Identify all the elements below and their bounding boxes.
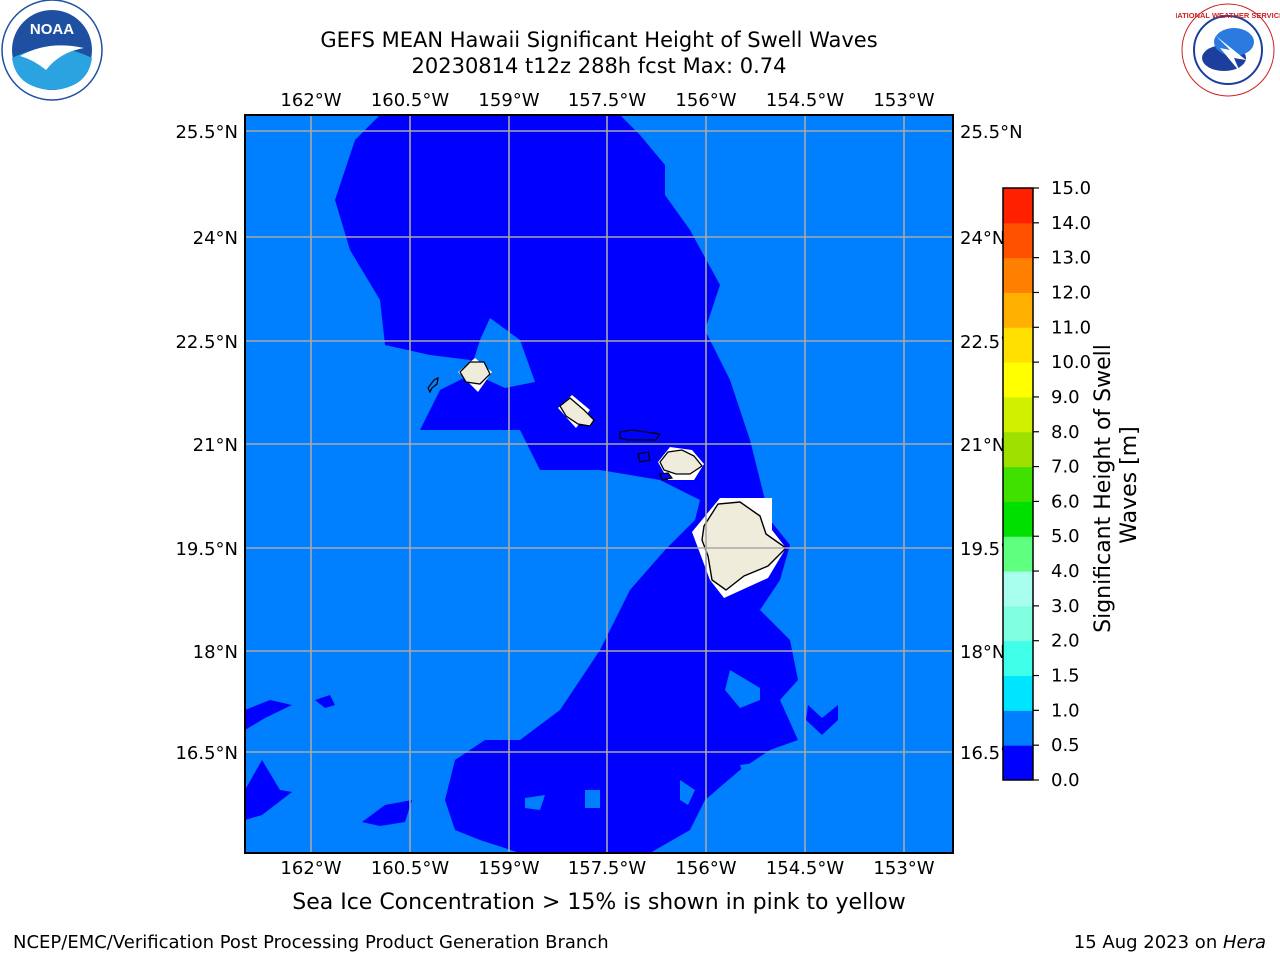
lon-label-top: 153°W: [873, 90, 934, 111]
svg-text:NATIONAL WEATHER SERVICE: NATIONAL WEATHER SERVICE: [1176, 11, 1280, 20]
colorbar-swatch: [1003, 396, 1033, 433]
colorbar-swatch: [1003, 745, 1033, 781]
colorbar: 0.0 0.5 1.0 1.5 2.0 3.0 4.0 5.0 6.0 7.0 8.0 9.0 10.0…: [1002, 178, 1091, 791]
colorbar-tick-label: 14.0: [1051, 213, 1091, 234]
footer-host: Hera: [1222, 932, 1266, 953]
colorbar-tick-label: 4.0: [1051, 561, 1080, 582]
lat-label-right: 25.5°N: [960, 122, 1023, 143]
colorbar-tick-label: 11.0: [1051, 317, 1091, 338]
colorbar-tick-label: 2.0: [1051, 631, 1080, 652]
lon-label-top: 159°W: [478, 90, 539, 111]
colorbar-swatch: [1003, 710, 1033, 746]
ocean-low-patch: [806, 705, 838, 735]
colorbar-swatch: [1003, 536, 1033, 572]
lat-label-left: 18°N: [193, 642, 238, 663]
lat-label-left: 22.5°N: [175, 332, 238, 353]
ocean-mid-patch: [680, 780, 695, 805]
ocean-low-patch: [245, 760, 292, 820]
colorbar-tick-label: 7.0: [1051, 457, 1080, 478]
svg-text:NOAA: NOAA: [30, 21, 74, 38]
colorbar-swatch: [1003, 222, 1033, 259]
colorbar-tick-label: 15.0: [1051, 178, 1091, 199]
colorbar-tick-label: 1.5: [1051, 666, 1080, 687]
ocean-low-patch: [245, 700, 292, 730]
ocean-low-patch: [315, 695, 335, 708]
colorbar-tick-label: 9.0: [1051, 387, 1080, 408]
colorbar-label: Significant Height of Swell Waves [m]: [1091, 337, 1142, 633]
colorbar-tick-label: 0.0: [1051, 770, 1080, 791]
colorbar-swatch: [1003, 675, 1033, 711]
lon-label-bottom: 157.5°W: [568, 858, 647, 879]
island-kauai: [459, 361, 491, 385]
colorbar-swatch: [1003, 640, 1033, 677]
colorbar-tick-label: 3.0: [1051, 596, 1080, 617]
lon-label-top: 162°W: [280, 90, 341, 111]
lat-label-right: 18°N: [960, 642, 1005, 663]
ocean-mid-patch: [585, 790, 600, 808]
lon-label-top: 156°W: [675, 90, 736, 111]
colorbar-tick-label: 12.0: [1051, 282, 1091, 303]
island-maui: [659, 449, 703, 475]
colorbar-swatch: [1003, 605, 1033, 642]
island-molokai: [619, 429, 662, 441]
ocean-mid-patch: [725, 670, 760, 708]
lon-label-bottom: 159°W: [478, 858, 539, 879]
footer-date-text: 15 Aug 2023 on: [1073, 932, 1223, 953]
colorbar-swatch: [1003, 466, 1033, 502]
lat-label-left: 24°N: [193, 228, 238, 249]
lon-label-top: 160.5°W: [371, 90, 450, 111]
ocean-low-swell-region: [335, 115, 798, 853]
map-frame: [244, 114, 954, 854]
lon-label-bottom: 154.5°W: [766, 858, 845, 879]
colorbar-tick-label: 5.0: [1051, 526, 1080, 547]
lon-label-bottom: 156°W: [675, 858, 736, 879]
island-hawaii: [701, 501, 788, 591]
colorbar-swatch: [1003, 571, 1033, 607]
noaa-logo: NOAA: [1, 0, 103, 101]
map-subtitle: 20230814 t12z 288h fcst Max: 0.74: [411, 54, 787, 78]
colorbar-swatch: [1003, 327, 1033, 363]
island-lanai: [637, 451, 651, 463]
colorbar-tick-label: 13.0: [1051, 248, 1091, 269]
lon-label-bottom: 153°W: [873, 858, 934, 879]
colorbar-swatch: [1003, 188, 1033, 224]
lat-label-right: 24°N: [960, 228, 1005, 249]
colorbar-frame: [1002, 187, 1034, 781]
lat-label-left: 16.5°N: [175, 743, 238, 764]
nws-logo: NATIONAL WEATHER SERVICE: [1176, 3, 1280, 97]
colorbar-tick-label: 1.0: [1051, 700, 1080, 721]
island-kahoolawe: [659, 472, 674, 481]
lat-label-left: 25.5°N: [175, 122, 238, 143]
colorbar-swatch: [1003, 362, 1033, 398]
sea-ice-caption: Sea Ice Concentration > 15% is shown in …: [292, 890, 906, 915]
footer-date: 15 Aug 2023 on Hera: [1074, 932, 1266, 953]
colorbar-tick-label: 10.0: [1051, 352, 1091, 373]
colorbar-swatch: [1003, 431, 1033, 468]
footer-organization: NCEP/EMC/Verification Post Processing Pr…: [13, 932, 609, 953]
colorbar-tick-label: 8.0: [1051, 422, 1080, 443]
lat-label-left: 21°N: [193, 435, 238, 456]
island-niihau: [427, 376, 439, 394]
lon-label-top: 157.5°W: [568, 90, 647, 111]
ocean-low-patch: [362, 800, 412, 826]
lon-label-bottom: 162°W: [280, 858, 341, 879]
colorbar-swatch: [1003, 292, 1033, 328]
colorbar-tick-label: 6.0: [1051, 491, 1080, 512]
colorbar-tick-label: 0.5: [1051, 735, 1080, 756]
lon-label-top: 154.5°W: [766, 90, 845, 111]
map-title: GEFS MEAN Hawaii Significant Height of S…: [320, 28, 878, 52]
lon-label-bottom: 160.5°W: [371, 858, 450, 879]
lat-label-left: 19.5°N: [175, 539, 238, 560]
colorbar-swatch: [1003, 501, 1033, 537]
lat-label-right: 21°N: [960, 435, 1005, 456]
colorbar-swatch: [1003, 257, 1033, 293]
island-oahu: [559, 397, 595, 427]
ocean-mid-patch: [525, 795, 545, 810]
ocean-mid-patch: [740, 760, 790, 795]
